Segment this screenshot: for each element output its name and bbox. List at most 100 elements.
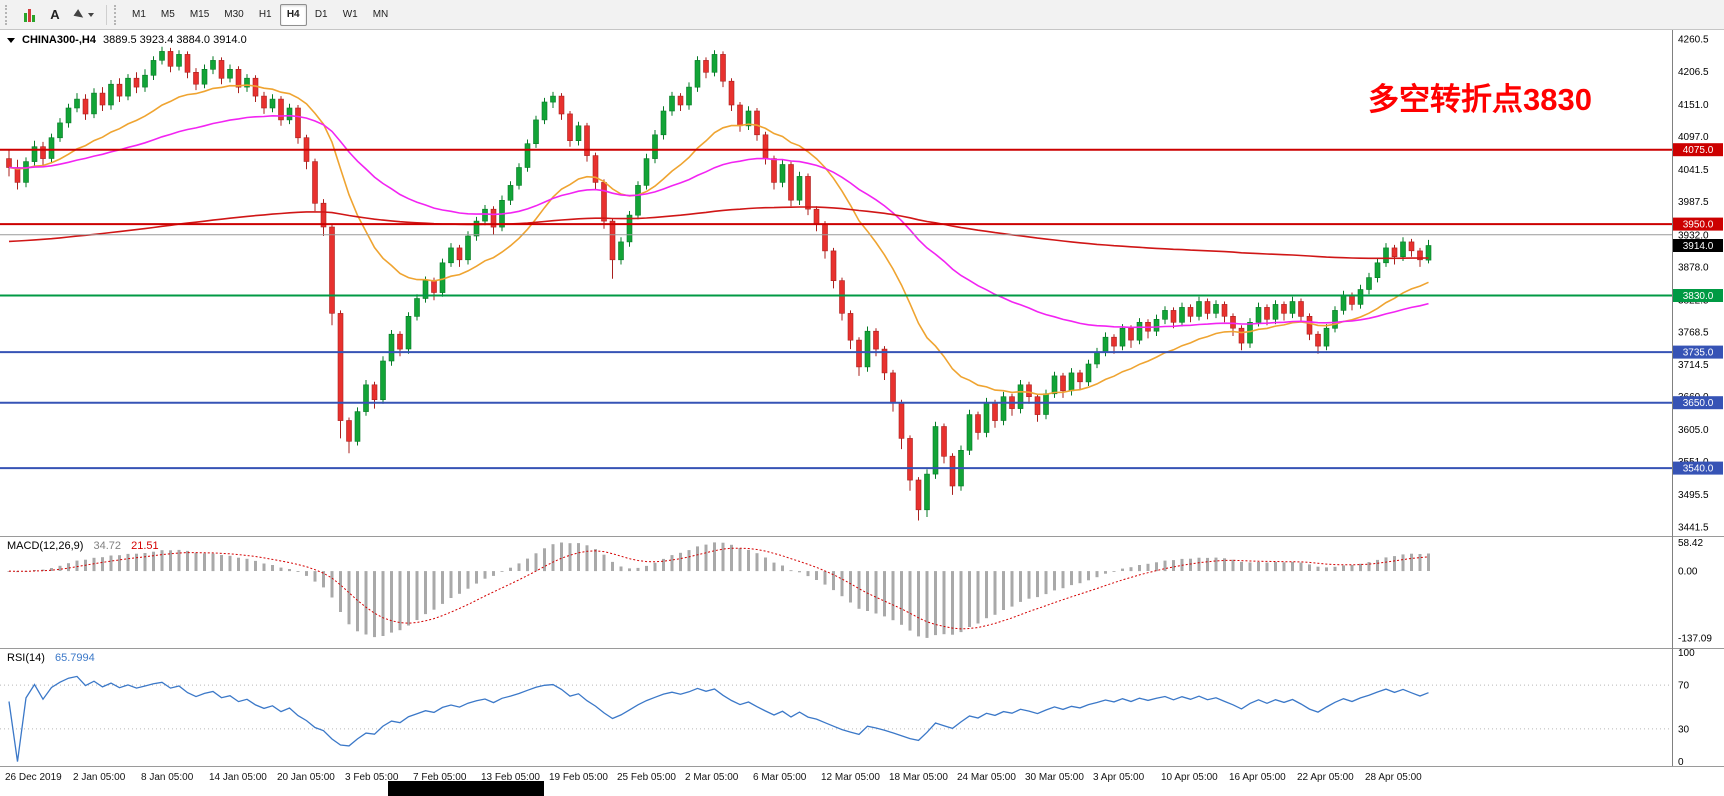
time-axis-label: 28 Apr 05:00 <box>1365 772 1422 783</box>
chart-symbol-title: CHINA300-,H4 <box>22 34 96 46</box>
timeframe-button-d1[interactable]: D1 <box>308 4 335 26</box>
rsi-panel: 100 70 30 0 RSI(14) 65.7994 <box>0 648 1724 766</box>
timeframe-button-w1[interactable]: W1 <box>336 4 365 26</box>
candles-layer <box>6 46 1432 521</box>
rsi-title: RSI(14) 65.7994 <box>7 652 95 664</box>
text-tool-label: A <box>50 7 60 22</box>
time-axis-label: 2 Mar 05:00 <box>685 772 739 783</box>
macd-panel: 58.42 0.00 -137.09 MACD(12,26,9) 34.72 21.… <box>0 536 1724 648</box>
macd-canvas[interactable]: 58.42 0.00 -137.09 <box>0 536 1724 648</box>
toolbar: A M1 M5 M15 M30 H1 H4 D1 W1 MN <box>0 0 1724 30</box>
svg-text:3768.5: 3768.5 <box>1678 328 1709 339</box>
svg-text:70: 70 <box>1678 681 1690 692</box>
timeframe-button-m1[interactable]: M1 <box>125 4 153 26</box>
time-axis-label: 19 Feb 05:00 <box>549 772 608 783</box>
time-axis-label: 22 Apr 05:00 <box>1297 772 1354 783</box>
time-axis-label: 8 Jan 05:00 <box>141 772 194 783</box>
macd-histogram <box>7 542 1430 638</box>
svg-text:0: 0 <box>1678 757 1684 766</box>
time-axis-label: 14 Jan 05:00 <box>209 772 267 783</box>
svg-text:30: 30 <box>1678 724 1690 735</box>
svg-text:4075.0: 4075.0 <box>1683 145 1714 156</box>
time-axis-label: 24 Mar 05:00 <box>957 772 1016 783</box>
timeframe-button-mn[interactable]: MN <box>366 4 396 26</box>
time-axis-label: 2 Jan 05:00 <box>73 772 126 783</box>
timeframe-button-h4[interactable]: H4 <box>279 3 307 26</box>
time-axis-label: 13 Feb 05:00 <box>481 772 540 783</box>
price-level-box <box>1673 143 1723 157</box>
rsi-label: RSI(14) <box>7 652 45 664</box>
price-level-box <box>1673 289 1723 302</box>
price-level-box <box>1673 461 1723 475</box>
chart-title: CHINA300-,H4 3889.5 3923.4 3884.0 3914.0 <box>7 34 247 46</box>
price-level-box <box>1673 345 1723 359</box>
main-chart-panel: 4260.5 4206.5 4151.0 4097.0 4041.5 3987.5 3932… <box>0 30 1724 536</box>
chart-dropdown-arrow-icon[interactable] <box>7 37 15 43</box>
rsi-value: 65.7994 <box>54 652 95 664</box>
svg-text:3987.5: 3987.5 <box>1678 197 1709 208</box>
time-axis-label: 16 Apr 05:00 <box>1229 772 1286 783</box>
candlestick-chart-icon <box>23 8 35 22</box>
svg-text:3540.0: 3540.0 <box>1683 464 1714 475</box>
svg-text:3714.5: 3714.5 <box>1678 360 1709 371</box>
svg-text:4097.0: 4097.0 <box>1678 132 1709 143</box>
timeframe-button-m15[interactable]: M15 <box>183 4 216 26</box>
time-axis-label: 30 Mar 05:00 <box>1025 772 1084 783</box>
svg-text:3830.0: 3830.0 <box>1683 291 1714 302</box>
bottom-black-box <box>388 781 544 796</box>
svg-text:3878.0: 3878.0 <box>1678 262 1709 273</box>
ma-slow-line <box>8 206 1429 260</box>
macd-signal-value: 21.51 <box>131 540 159 552</box>
svg-text:3441.5: 3441.5 <box>1678 522 1709 533</box>
time-axis-label: 3 Apr 05:00 <box>1093 772 1145 783</box>
text-label-tool-button[interactable]: A <box>42 3 68 27</box>
ma-mid-line <box>8 114 1429 329</box>
price-level-box <box>1673 396 1723 410</box>
timeframe-toolbar: M1 M5 M15 M30 H1 H4 D1 W1 MN <box>125 3 396 26</box>
chart-ohlc-values: 3889.5 3923.4 3884.0 3914.0 <box>102 34 247 46</box>
svg-text:3932.0: 3932.0 <box>1678 230 1709 241</box>
svg-text:4041.5: 4041.5 <box>1678 165 1709 176</box>
ma-fast-line <box>8 84 1429 396</box>
time-axis-label: 20 Jan 05:00 <box>277 772 335 783</box>
timeframe-button-m30[interactable]: M30 <box>217 4 250 26</box>
time-axis-label: 7 Feb 05:00 <box>413 772 467 783</box>
price-level-box <box>1673 217 1723 231</box>
timeframe-button-h1[interactable]: H1 <box>252 4 279 26</box>
toolbar-separator <box>106 4 107 25</box>
svg-text:4206.5: 4206.5 <box>1678 67 1709 78</box>
svg-text:3650.0: 3650.0 <box>1683 398 1714 409</box>
current-price-box <box>1673 239 1723 252</box>
svg-text:100: 100 <box>1678 648 1695 659</box>
svg-text:3495.5: 3495.5 <box>1678 490 1709 501</box>
time-axis-label: 12 Mar 05:00 <box>821 772 880 783</box>
time-axis-label: 18 Mar 05:00 <box>889 772 948 783</box>
cursor-icon <box>73 8 86 21</box>
svg-text:4260.5: 4260.5 <box>1678 35 1709 46</box>
time-axis-label: 25 Feb 05:00 <box>617 772 676 783</box>
macd-main-value: 34.72 <box>93 540 122 552</box>
macd-label: MACD(12,26,9) <box>7 540 84 552</box>
time-axis-label: 6 Mar 05:00 <box>753 772 807 783</box>
time-axis-label: 26 Dec 2019 <box>5 772 62 783</box>
draw-tools-button[interactable] <box>68 3 101 27</box>
main-chart-canvas[interactable]: 4260.5 4206.5 4151.0 4097.0 4041.5 3987.5 3932… <box>0 30 1724 536</box>
rsi-line <box>8 675 1429 762</box>
macd-signal-line <box>8 547 1429 630</box>
toolbar-grip[interactable] <box>5 4 11 25</box>
macd-title: MACD(12,26,9) 34.72 21.51 <box>7 540 159 552</box>
svg-text:58.42: 58.42 <box>1678 538 1703 549</box>
svg-text:4151.0: 4151.0 <box>1678 100 1709 111</box>
chart-type-button[interactable] <box>16 3 42 27</box>
svg-text:0.00: 0.00 <box>1678 567 1698 578</box>
svg-text:3735.0: 3735.0 <box>1683 348 1714 359</box>
time-axis-label: 10 Apr 05:00 <box>1161 772 1218 783</box>
svg-text:3950.0: 3950.0 <box>1683 220 1714 231</box>
time-axis[interactable]: 26 Dec 2019 2 Jan 05:00 8 Jan 05:00 14 Jan … <box>0 766 1724 796</box>
timeframe-toolbar-grip[interactable] <box>114 4 120 25</box>
chevron-down-icon <box>88 12 94 17</box>
svg-text:3914.0: 3914.0 <box>1683 241 1714 252</box>
timeframe-button-m5[interactable]: M5 <box>154 4 182 26</box>
rsi-canvas[interactable]: 100 70 30 0 <box>0 648 1724 766</box>
